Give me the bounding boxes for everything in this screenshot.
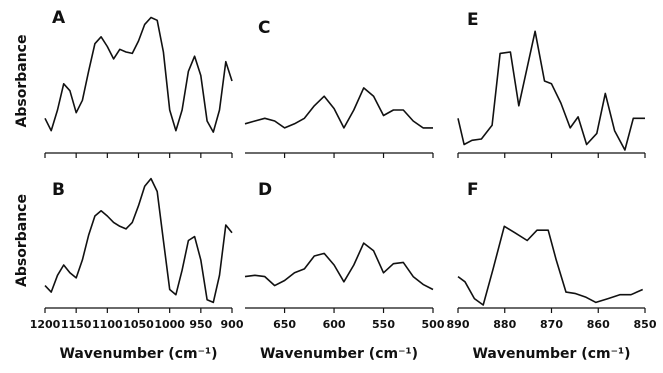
y-axis-title: Absorbance (14, 35, 30, 128)
panel-label: B (52, 180, 65, 200)
x-tick-label: 850 (634, 318, 657, 331)
x-tick-label: 1150 (61, 318, 92, 331)
spectrum-line (244, 242, 434, 291)
spectrum-line (457, 225, 644, 306)
x-axis-title: Wavenumber (cm⁻¹) (59, 346, 217, 362)
panel-label: E (467, 10, 479, 30)
x-tick-label: 500 (422, 318, 445, 331)
x-tick-label: 1050 (123, 318, 154, 331)
spectrum-line (44, 177, 233, 304)
panel-label: F (467, 180, 479, 200)
panel-label: C (258, 18, 270, 38)
spectrum-line (44, 16, 233, 133)
x-tick-label: 870 (540, 318, 563, 331)
x-tick-label: 1000 (154, 318, 185, 331)
y-axis-title: Absorbance (14, 194, 30, 287)
spectrum-line (457, 30, 645, 151)
panel-label: A (52, 8, 66, 28)
x-tick-label: 900 (221, 318, 244, 331)
x-tick-label: 890 (447, 318, 470, 331)
x-tick-label: 1100 (92, 318, 123, 331)
x-tick-label: 950 (189, 318, 212, 331)
x-tick-label: 860 (587, 318, 610, 331)
x-axis-title: Wavenumber (cm⁻¹) (260, 346, 418, 362)
x-tick-label: 880 (493, 318, 516, 331)
spectrum-line (244, 87, 433, 129)
x-tick-label: 550 (372, 318, 395, 331)
x-tick-label: 1200 (30, 318, 61, 331)
x-axis-title: Wavenumber (cm⁻¹) (472, 346, 630, 362)
x-tick-label: 600 (323, 318, 346, 331)
x-tick-label: 650 (273, 318, 296, 331)
panel-label: D (258, 180, 272, 200)
